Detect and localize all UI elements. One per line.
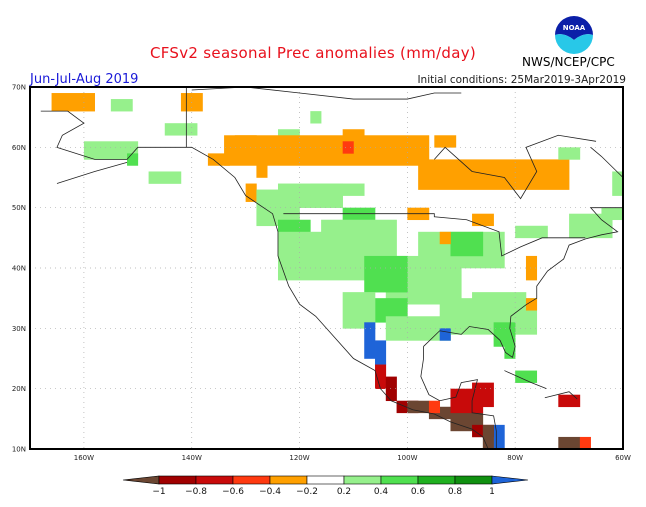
coastline: [56, 162, 128, 184]
colorbar-segment: [232, 475, 271, 485]
colorbar-tick-label: −0.4: [259, 487, 281, 497]
coastline: [423, 147, 624, 358]
lat-tick-label: 60N: [12, 144, 26, 152]
anomaly-cell: [601, 207, 624, 221]
anomaly-cell: [450, 231, 484, 257]
colorbar-segment: [454, 475, 493, 485]
anomaly-cell: [321, 219, 397, 257]
lon-tick-label: 80W: [507, 454, 523, 462]
anomaly-cell: [418, 159, 570, 190]
colorbar-tick-label: 1: [489, 487, 495, 497]
chart-title: CFSv2 seasonal Prec anomalies (mm/day): [0, 44, 646, 62]
colorbar-segment: [158, 475, 197, 485]
anomaly-cell: [612, 171, 624, 196]
lat-tick-label: 30N: [12, 325, 26, 333]
anomaly-cell: [375, 364, 387, 389]
anomaly-cell: [364, 322, 376, 359]
initial-conditions-label: Initial conditions: 25Mar2019-3Apr2019: [417, 74, 626, 86]
anomaly-cell: [364, 255, 408, 293]
lat-tick-label: 50N: [12, 204, 26, 212]
anomaly-cell: [127, 153, 139, 166]
coastline: [504, 370, 547, 390]
anomaly-cell: [493, 424, 505, 450]
lon-tick-label: 100W: [397, 454, 417, 462]
coastline: [544, 391, 578, 400]
colorbar-tick-label: 0.2: [337, 487, 351, 497]
anomaly-cell: [310, 183, 365, 196]
chart-title-text: CFSv2 seasonal Prec anomalies (mm/day): [149, 44, 477, 62]
anomaly-cell: [515, 370, 538, 383]
lon-tick-label: 160W: [74, 454, 94, 462]
lon-tick-label: 60W: [615, 454, 631, 462]
anomaly-cell: [342, 129, 365, 142]
colorbar-tick-label: −0.2: [296, 487, 318, 497]
colorbar-tick-label: 0.6: [411, 487, 426, 497]
lon-tick-label: 120W: [289, 454, 309, 462]
coastline: [191, 86, 462, 100]
coastline: [40, 110, 489, 450]
anomaly-cell: [515, 225, 548, 239]
anomaly-cell: [472, 213, 494, 227]
colorbar-segment: [380, 475, 419, 485]
anomaly-cell: [310, 111, 322, 124]
anomaly-cell: [83, 141, 139, 160]
anomaly-cell: [579, 436, 591, 450]
logo-text: NOAA: [563, 24, 586, 32]
colorbar-tick-label: 0.4: [374, 487, 389, 497]
colorbar-tick-label: −0.8: [185, 487, 207, 497]
season-label: Jun-Jul-Aug 2019: [30, 72, 139, 87]
anomaly-cell: [385, 376, 397, 402]
noaa-logo-icon: NOAA: [552, 13, 596, 57]
latitude-labels: 70N 60N 50N 40N 30N 20N 10N: [12, 84, 26, 454]
anomaly-map: 70N 60N 50N 40N 30N 20N 10N 160W 140W 120W 100W 80…: [12, 84, 631, 463]
lat-tick-label: 10N: [12, 446, 26, 454]
coastline: [283, 213, 586, 257]
anomaly-cell: [472, 382, 494, 408]
anomaly-cell: [428, 400, 441, 414]
anomaly-cell: [558, 436, 581, 450]
anomaly-cell: [525, 298, 538, 311]
colorbar-low-arrow: [122, 475, 160, 485]
coastline: [434, 134, 597, 200]
anomaly-cell: [207, 153, 230, 166]
anomaly-cell: [342, 141, 354, 154]
anomaly-cell: [439, 328, 451, 341]
anomaly-cell: [148, 171, 182, 184]
longitude-labels: 160W 140W 120W 100W 80W 60W: [74, 454, 631, 462]
anomaly-cell: [558, 147, 581, 160]
colorbar-segment: [306, 475, 345, 485]
anomaly-cell: [256, 165, 268, 178]
anomaly-cell: [164, 123, 198, 136]
colorbar-segment: [269, 475, 308, 485]
anomaly-cell: [439, 231, 451, 245]
anomaly-cell: [51, 93, 95, 112]
coastline: [420, 346, 497, 449]
anomaly-cell: [434, 135, 457, 148]
anomaly-cell: [375, 340, 387, 365]
anomaly-cell: [110, 99, 133, 112]
map-frame: [29, 86, 624, 450]
anomaly-cell: [224, 135, 430, 166]
colorbar-segment: [195, 475, 234, 485]
colorbar-tick-label: −0.6: [222, 487, 244, 497]
lat-tick-label: 20N: [12, 385, 26, 393]
anomaly-cell: [234, 135, 257, 148]
anomaly-cell: [245, 183, 257, 202]
anomaly-cells: [51, 93, 624, 450]
agency-label: NWS/NCEP/CPC: [522, 55, 615, 69]
anomaly-cell: [525, 255, 538, 281]
lon-tick-label: 140W: [182, 454, 202, 462]
anomaly-cell: [482, 424, 494, 450]
lat-tick-label: 40N: [12, 265, 26, 273]
colorbar-segment: [417, 475, 456, 485]
lat-tick-label: 70N: [12, 84, 26, 92]
anomaly-cell: [504, 334, 516, 359]
anomaly-cell: [558, 394, 581, 408]
colorbar-tick-label: −1: [152, 487, 165, 497]
colorbar-high-arrow: [491, 475, 529, 485]
colorbar-tick-label: 0.8: [448, 487, 463, 497]
colorbar-segment: [343, 475, 382, 485]
